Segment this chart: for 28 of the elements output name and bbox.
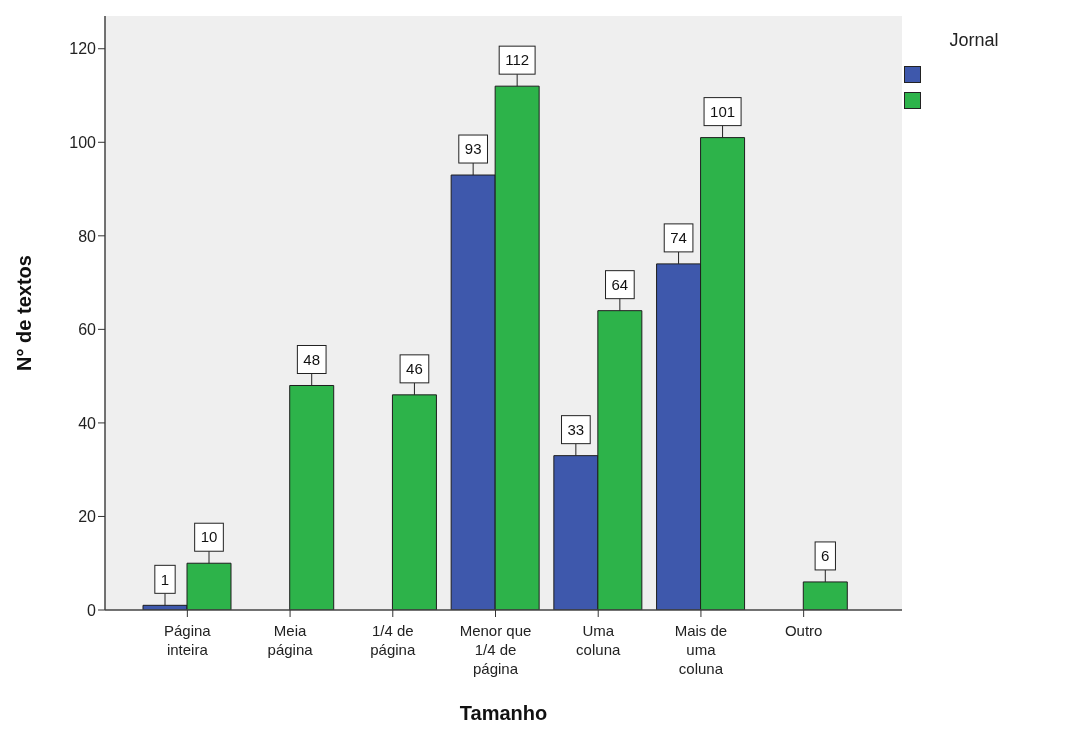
- x-tick-label: 1/4 de página: [370, 622, 416, 659]
- x-tick-label: Outro: [784, 622, 823, 640]
- data-label: 6: [821, 547, 830, 565]
- y-tick-label: 60: [78, 321, 97, 339]
- y-tick-label: 80: [78, 227, 97, 245]
- data-label: 74: [670, 229, 687, 247]
- data-label: 93: [464, 140, 482, 158]
- data-label: 1: [160, 570, 170, 588]
- y-tick-label: 0: [87, 601, 97, 619]
- y-tick-label: 40: [78, 414, 97, 432]
- data-label: 48: [303, 350, 321, 368]
- x-tick-label: Uma coluna: [576, 622, 621, 659]
- x-tick-label: Meia página: [267, 622, 314, 659]
- y-axis-title: N° de textos: [13, 255, 35, 371]
- y-tick-label: 100: [69, 133, 97, 151]
- legend-title: Jornal: [948, 30, 1000, 51]
- y-tick-label: 120: [69, 40, 97, 58]
- y-tick-label: 20: [78, 508, 97, 526]
- x-axis-title: Tamanho: [459, 702, 548, 724]
- x-tick-label: Mais de uma coluna: [674, 622, 728, 678]
- x-tick-label: Página inteira: [164, 622, 212, 659]
- data-label: 10: [200, 528, 218, 546]
- data-label: 46: [406, 360, 423, 378]
- x-tick-label: Menor que 1/4 de página: [459, 622, 532, 678]
- data-label: 33: [567, 420, 585, 438]
- data-label: 64: [611, 275, 629, 293]
- data-label: 112: [505, 51, 530, 69]
- data-label: 101: [710, 102, 736, 120]
